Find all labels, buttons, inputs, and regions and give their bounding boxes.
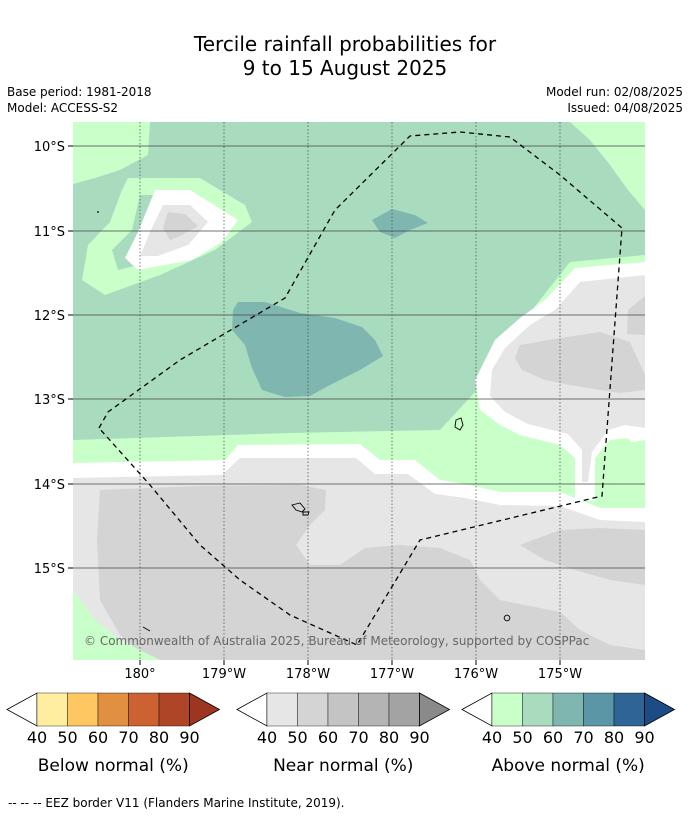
near-normal-region — [163, 212, 198, 240]
above-normal-region — [73, 122, 150, 184]
copyright-notice: © Commonwealth of Australia 2025, Bureau… — [84, 634, 589, 648]
colorbar-tick-label: 40 — [257, 728, 277, 747]
issued-label: Issued: 04/08/2025 — [567, 101, 683, 115]
eez-border — [98, 131, 623, 646]
lat-label: 15°S — [34, 562, 65, 577]
colorbar-tick-label: 60 — [318, 728, 338, 747]
near-normal-region — [627, 296, 645, 335]
colorbar: 40 50 60 70 80 90 Above normal (%) — [461, 692, 676, 776]
model-label: Model: ACCESS-S2 — [7, 101, 119, 115]
colorbar-tick-label: 70 — [118, 728, 138, 747]
island-outline — [503, 614, 511, 622]
lat-label: 10°S — [34, 140, 65, 155]
colorbar-title: Below normal (%) — [38, 756, 189, 776]
island-outline — [291, 502, 306, 513]
graticule — [73, 145, 645, 569]
colorbar-segment — [552, 692, 584, 727]
colorbar-tick-label: 50 — [512, 728, 532, 747]
islands — [142, 417, 511, 632]
colorbar-over-triangle — [644, 692, 676, 727]
above-normal-region — [73, 590, 160, 660]
colorbar-legends: 40 50 60 70 80 90 Below normal (%) 40 50 60 70 80 90… — [6, 692, 676, 776]
colorbar-tick-label: 80 — [604, 728, 624, 747]
colorbar-over-triangle — [189, 692, 221, 727]
colorbar-segment — [613, 692, 645, 727]
axis-ticks — [68, 145, 561, 665]
base-period-label: Base period: 1981-2018 — [7, 85, 152, 99]
colorbar-tick-label: 60 — [88, 728, 108, 747]
colorbar-tick-label: 50 — [287, 728, 307, 747]
island-outline — [454, 417, 464, 431]
lon-label: 175°W — [538, 667, 582, 682]
colorbar-segment — [491, 692, 523, 727]
colorbar-tick-label: 70 — [348, 728, 368, 747]
lat-label: 13°S — [34, 393, 65, 408]
colorbar-tick-label: 40 — [482, 728, 502, 747]
lat-label: 11°S — [34, 225, 65, 240]
colorbar-over-triangle — [419, 692, 451, 727]
colorbar-segment — [327, 692, 359, 727]
colorbar-segment — [388, 692, 420, 727]
map-title-line2: 9 to 15 August 2025 — [242, 56, 448, 80]
lon-label: 176°W — [454, 667, 498, 682]
above-normal-region — [610, 440, 645, 492]
graticule — [139, 122, 561, 660]
colorbar-tick-label: 90 — [634, 728, 654, 747]
island-outline — [302, 511, 310, 516]
map-title-line1: Tercile rainfall probabilities for — [193, 32, 497, 56]
colorbar-segment — [67, 692, 99, 727]
above-normal-region — [570, 122, 645, 210]
island-dot — [97, 211, 99, 213]
lat-label: 12°S — [34, 309, 65, 324]
colorbar-tick-label: 90 — [409, 728, 429, 747]
island-outline — [142, 626, 151, 632]
colorbar-segment — [158, 692, 190, 727]
colorbar-under-triangle — [236, 692, 268, 727]
colorbar-tick-label: 80 — [379, 728, 399, 747]
lon-label: 180° — [124, 667, 155, 682]
colorbar-segment — [358, 692, 390, 727]
colorbar-segment — [128, 692, 160, 727]
colorbar-segment — [97, 692, 129, 727]
colorbar-tick-label: 60 — [543, 728, 563, 747]
colorbar-segment — [522, 692, 554, 727]
colorbar-segment — [36, 692, 68, 727]
colorbar-tick-label: 50 — [57, 728, 77, 747]
near-normal-region — [97, 485, 645, 660]
colorbar: 40 50 60 70 80 90 Near normal (%) — [236, 692, 451, 776]
near-normal-region — [520, 528, 645, 585]
colorbar-tick-label: 80 — [149, 728, 169, 747]
colorbar-title: Above normal (%) — [492, 756, 645, 776]
colorbar-under-triangle — [461, 692, 493, 727]
colorbar-tick-label: 70 — [573, 728, 593, 747]
above-normal-region — [232, 302, 383, 397]
colorbar-title: Near normal (%) — [273, 756, 413, 776]
lat-label: 14°S — [34, 478, 65, 493]
colorbar-segment — [266, 692, 298, 727]
probability-map — [73, 122, 645, 660]
near-normal-region — [515, 332, 645, 393]
lon-label: 179°W — [202, 667, 246, 682]
colorbar-segment — [583, 692, 615, 727]
colorbar: 40 50 60 70 80 90 Below normal (%) — [6, 692, 221, 776]
colorbar-under-triangle — [6, 692, 38, 727]
model-run-label: Model run: 02/08/2025 — [545, 85, 683, 99]
lon-label: 177°W — [370, 667, 414, 682]
colorbar-tick-label: 40 — [27, 728, 47, 747]
colorbar-segment — [297, 692, 329, 727]
lon-label: 178°W — [286, 667, 330, 682]
eez-footnote: -- -- -- EEZ border V11 (Flanders Marine… — [8, 796, 345, 810]
colorbar-tick-label: 90 — [179, 728, 199, 747]
